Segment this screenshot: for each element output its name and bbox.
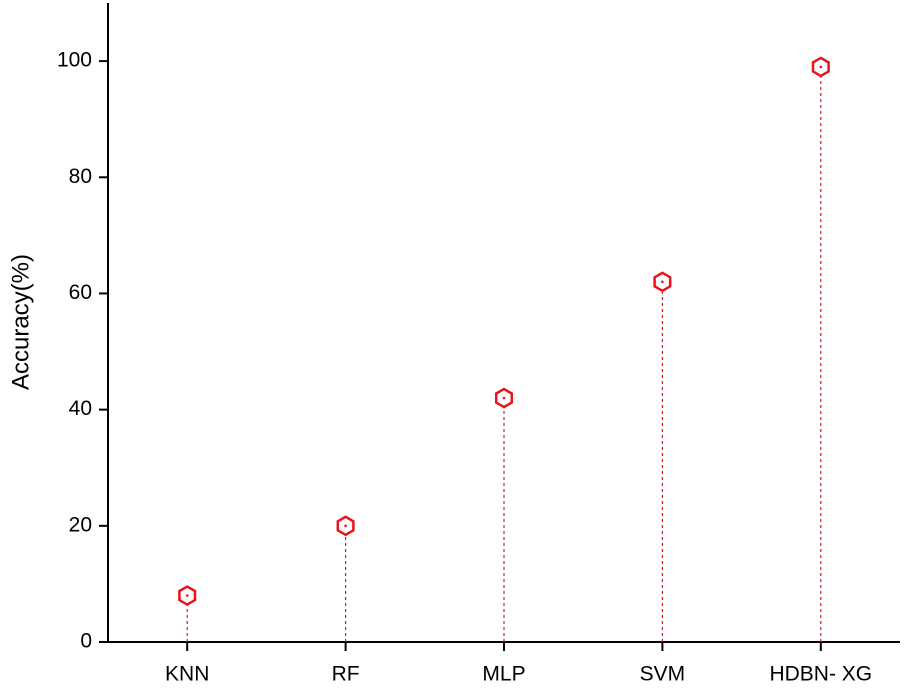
- marker-center: [185, 594, 189, 597]
- y-tick-label: 0: [80, 630, 92, 653]
- marker-center: [344, 524, 347, 528]
- y-tick-label: 40: [69, 397, 92, 420]
- x-tick-label: RF: [332, 663, 360, 686]
- x-tick-label: SVM: [640, 663, 686, 686]
- marker-center: [661, 280, 664, 284]
- y-tick-label: 20: [69, 513, 92, 536]
- x-tick-label: HDBN- XG: [769, 663, 872, 686]
- marker-center: [819, 65, 823, 69]
- x-tick-label: MLP: [482, 663, 525, 686]
- y-tick-label: 60: [69, 281, 92, 304]
- x-tick-label: KNN: [165, 663, 209, 686]
- y-axis-label: Accuracy(%): [7, 254, 34, 390]
- marker-center: [502, 396, 506, 400]
- y-tick-label: 100: [57, 49, 92, 72]
- y-tick-label: 80: [69, 165, 92, 188]
